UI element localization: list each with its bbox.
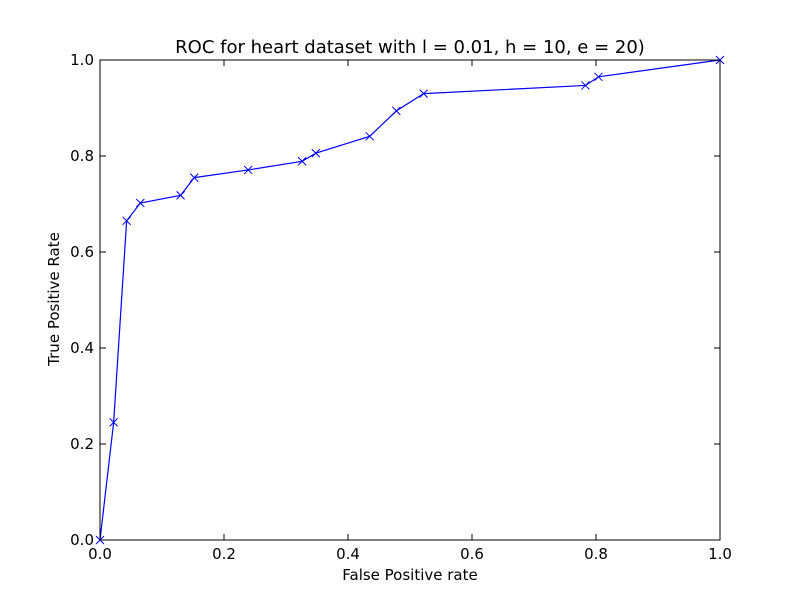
y-tick-label: 0.6: [70, 243, 94, 261]
x-tick-label: 0.2: [212, 545, 236, 563]
y-tick-label: 0.4: [70, 339, 94, 357]
data-point-marker: [419, 89, 428, 98]
x-tick-label: 0.8: [584, 545, 608, 563]
data-point-marker: [243, 165, 253, 175]
data-point-marker: [311, 148, 321, 158]
data-point-marker: [109, 418, 118, 427]
chart-title: ROC for heart dataset with l = 0.01, h =…: [175, 37, 645, 58]
y-tick-label: 0.2: [70, 435, 94, 453]
x-tick-label: 1.0: [708, 545, 732, 563]
data-point-marker: [189, 173, 199, 182]
x-tick-label: 0.0: [88, 545, 112, 563]
data-point-marker: [365, 131, 375, 141]
x-tick-label: 0.4: [336, 545, 360, 563]
data-point-marker: [392, 106, 401, 116]
data-point-marker: [122, 216, 132, 226]
data-point-marker: [135, 198, 145, 208]
plot-area: 0.0 0.2 0.4 0.6 0.8 1.0 0.0 0.2 0.4 0.6 0.8 1.0: [70, 51, 732, 563]
y-tick-label: 0.8: [70, 147, 94, 165]
data-point-marker: [297, 156, 307, 166]
x-tick-label: 0.6: [460, 545, 484, 563]
data-point-marker: [581, 81, 590, 90]
x-axis-label: False Positive rate: [342, 566, 477, 584]
axes-frame: [99, 59, 721, 541]
y-tick-label: 1.0: [70, 51, 94, 69]
data-point-marker: [594, 72, 603, 82]
data-point-marker: [176, 191, 185, 200]
y-axis-label: True Positive Rate: [45, 232, 63, 367]
y-tick-label: 0.0: [70, 531, 94, 549]
